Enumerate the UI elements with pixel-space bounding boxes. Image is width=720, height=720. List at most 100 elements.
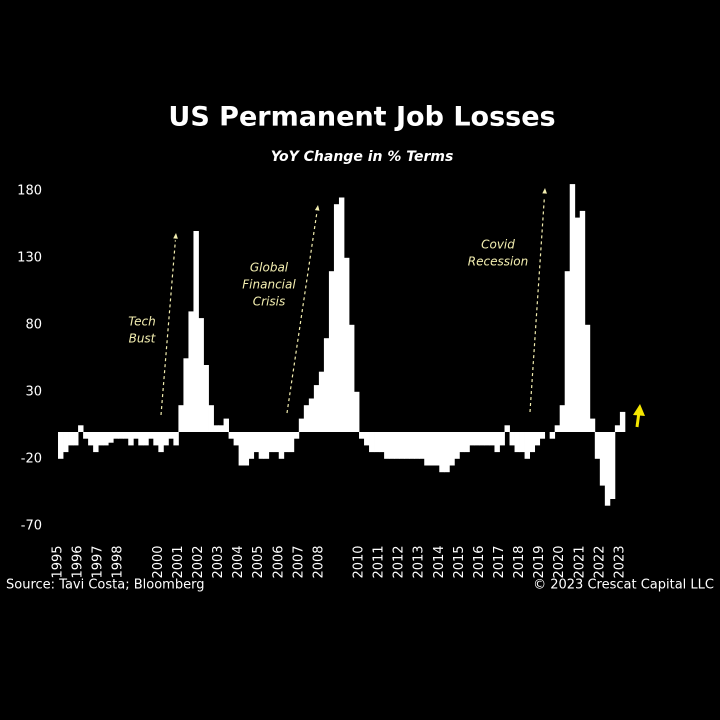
x-tick-label: 2022: [592, 545, 607, 578]
annotation-text: Global: [250, 261, 289, 275]
bar: [183, 358, 189, 432]
bar: [484, 432, 490, 446]
bar: [223, 418, 229, 432]
bar: [574, 217, 581, 432]
bar: [158, 432, 164, 453]
annotation-text: Tech: [128, 315, 155, 329]
bar: [504, 425, 510, 432]
annotation: Tech Bust: [128, 233, 178, 416]
bar: [328, 271, 335, 432]
x-tick-label: 2011: [372, 545, 387, 578]
x-tick-label: 2020: [552, 545, 567, 578]
x-tick-label: 1997: [91, 545, 106, 578]
y-tick-label: -20: [21, 451, 42, 466]
bar: [489, 432, 495, 446]
bar: [474, 432, 480, 446]
bar: [384, 432, 390, 459]
bar: [364, 432, 370, 446]
bar: [118, 432, 124, 439]
bar: [228, 432, 235, 439]
annotation: Covid Recession: [468, 188, 547, 413]
bar: [58, 432, 64, 459]
x-tick-label: 1998: [111, 545, 126, 578]
annotation-arrow: [286, 213, 318, 414]
bar: [263, 432, 270, 459]
bar: [454, 432, 460, 459]
bar: [303, 405, 310, 432]
annotation-arrow: [160, 240, 176, 416]
y-tick-label: 80: [25, 317, 42, 332]
bar: [308, 398, 315, 432]
bar: [123, 432, 129, 439]
bar: [369, 432, 375, 453]
bar: [494, 432, 500, 453]
bar: [103, 432, 109, 446]
bar: [73, 432, 79, 446]
bar: [298, 418, 305, 432]
x-tick-label: 2006: [271, 545, 286, 578]
annotation-arrowhead: [173, 233, 178, 239]
chart-title: US Permanent Job Losses: [168, 102, 555, 133]
bar: [374, 432, 380, 453]
bar: [589, 418, 596, 432]
bar: [424, 432, 430, 466]
x-tick-label: 2013: [412, 545, 427, 578]
bar: [323, 338, 330, 432]
bar: [283, 432, 290, 453]
bar: [138, 432, 144, 446]
bar: [414, 432, 420, 459]
bar: [128, 432, 134, 446]
bar: [594, 432, 601, 459]
x-tick-label: 2008: [311, 545, 326, 578]
bar: [524, 432, 530, 459]
bar: [449, 432, 455, 466]
y-tick-label: 130: [17, 250, 42, 265]
bar: [479, 432, 485, 446]
bar: [143, 432, 149, 446]
bar: [394, 432, 400, 459]
source: Source: Tavi Costa; Bloomberg: [6, 578, 204, 593]
bar: [549, 432, 556, 439]
bar: [429, 432, 435, 466]
bar: [83, 432, 89, 439]
bar: [529, 432, 536, 453]
bar: [559, 405, 566, 432]
bar: [348, 324, 355, 432]
bar: [519, 432, 525, 453]
bar: [168, 432, 174, 439]
x-tick-label: 1996: [71, 545, 86, 578]
bar: [444, 432, 450, 473]
bar: [233, 432, 240, 446]
bar: [343, 257, 350, 432]
bar: [399, 432, 405, 459]
bar: [93, 432, 99, 453]
bar: [459, 432, 465, 453]
bar: [509, 432, 515, 446]
bar: [213, 425, 219, 432]
x-tick-label: 1995: [51, 545, 66, 578]
annotation-text: Crisis: [253, 295, 285, 309]
credit: © 2023 Crescat Capital LLC: [533, 578, 714, 593]
bar: [514, 432, 520, 453]
bar: [419, 432, 425, 459]
bar: [579, 210, 586, 432]
x-tick-label: 2000: [151, 545, 166, 578]
bar: [178, 405, 184, 432]
x-tick-label: 2014: [432, 545, 447, 578]
bar: [248, 432, 255, 459]
x-tick-label: 2004: [231, 545, 246, 578]
y-tick-label: -70: [21, 518, 42, 533]
bar: [389, 432, 395, 459]
bar: [539, 432, 546, 439]
bar: [98, 432, 104, 446]
bar: [113, 432, 119, 439]
bar: [253, 432, 260, 453]
bar: [614, 425, 621, 432]
x-tick-label: 2021: [572, 545, 587, 578]
bar: [188, 311, 194, 432]
x-tick-label: 2010: [352, 545, 367, 578]
bar: [78, 425, 84, 432]
bar: [108, 432, 114, 443]
